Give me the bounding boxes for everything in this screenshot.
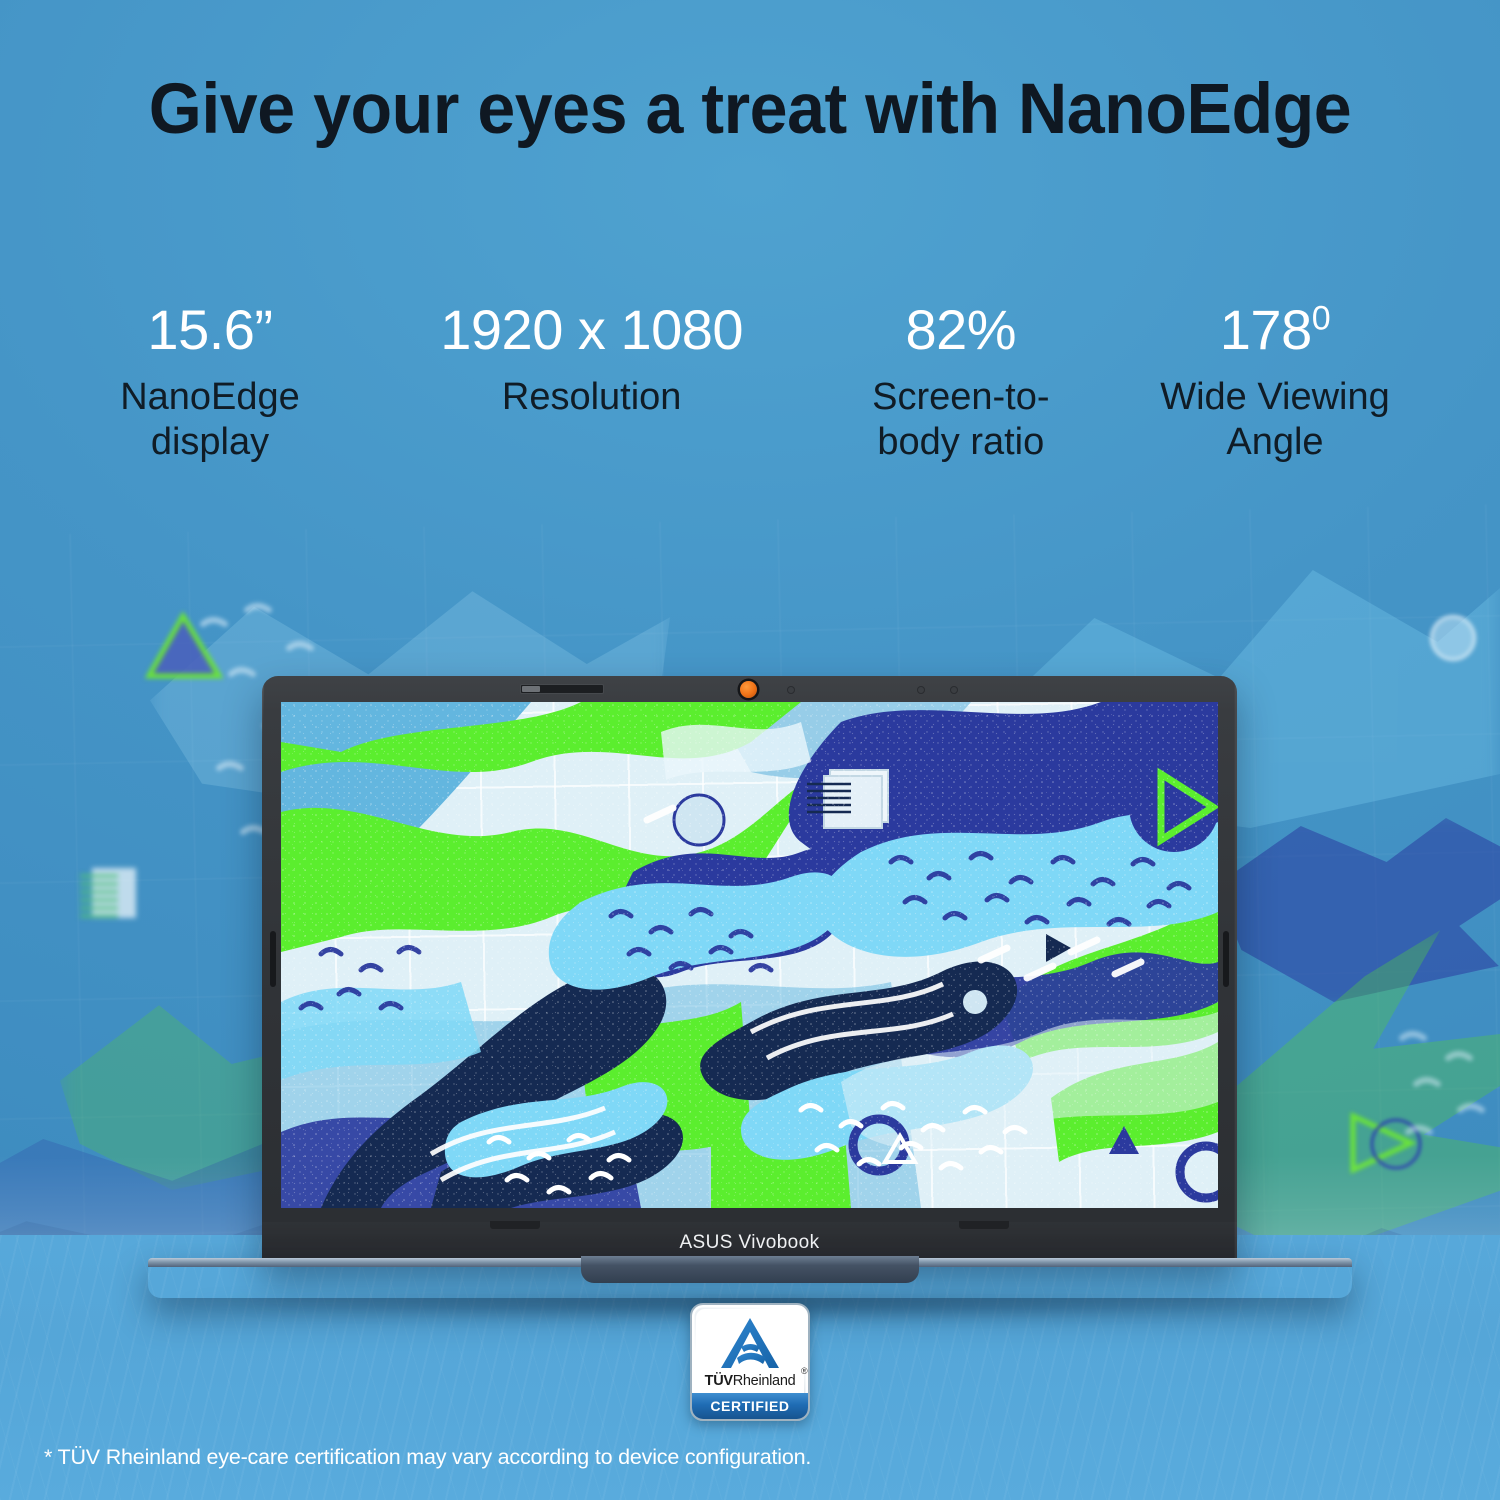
footnote-disclaimer: * TÜV Rheinland eye-care certification m… xyxy=(44,1445,812,1469)
tuv-wordmark: TÜVRheinland ® xyxy=(704,1366,808,1389)
spec-display-size: 15.6” NanoEdge display xyxy=(60,300,360,465)
spec-screen-to-body-ratio: 82% Screen-to- body ratio xyxy=(823,300,1098,465)
tuv-suffix: Rheinland xyxy=(732,1373,796,1389)
spec-value: 15.6” xyxy=(147,298,273,361)
spec-value-superscript: 0 xyxy=(1311,299,1331,338)
dash-marks-left xyxy=(200,603,378,835)
spec-label: Screen-to- body ratio xyxy=(872,376,1050,464)
circle-icon-right xyxy=(1430,615,1476,661)
spec-resolution: 1920 x 1080 Resolution xyxy=(372,300,812,420)
spec-label: Wide Viewing Angle xyxy=(1160,376,1390,464)
tuv-triangle-logo-icon xyxy=(721,1318,779,1368)
spec-row: 15.6” NanoEdge display 1920 x 1080 Resol… xyxy=(60,300,1440,465)
registered-mark-icon: ® xyxy=(801,1366,808,1376)
spec-label: NanoEdge display xyxy=(120,376,300,464)
circle-outline-icon-right xyxy=(1370,1118,1422,1170)
spec-label: Resolution xyxy=(501,376,682,419)
spec-value-number: 178 xyxy=(1219,298,1312,361)
tuv-certified-bar: CERTIFIED xyxy=(692,1393,808,1419)
spec-value: 1780 xyxy=(1110,300,1440,359)
floor-horizon xyxy=(0,1155,1500,1235)
spec-viewing-angle: 1780 Wide Viewing Angle xyxy=(1110,300,1440,465)
tuv-rheinland-badge: TÜVRheinland ® CERTIFIED xyxy=(690,1303,810,1421)
page-title: Give your eyes a treat with NanoEdge xyxy=(148,70,1352,149)
spec-value: 1920 x 1080 xyxy=(440,298,744,361)
striped-square-icon xyxy=(80,868,136,918)
dash-marks-right xyxy=(1399,1031,1485,1135)
tuv-prefix: TÜV xyxy=(704,1373,733,1389)
triangle-icon-left xyxy=(145,612,223,679)
spec-value: 82% xyxy=(905,298,1017,361)
